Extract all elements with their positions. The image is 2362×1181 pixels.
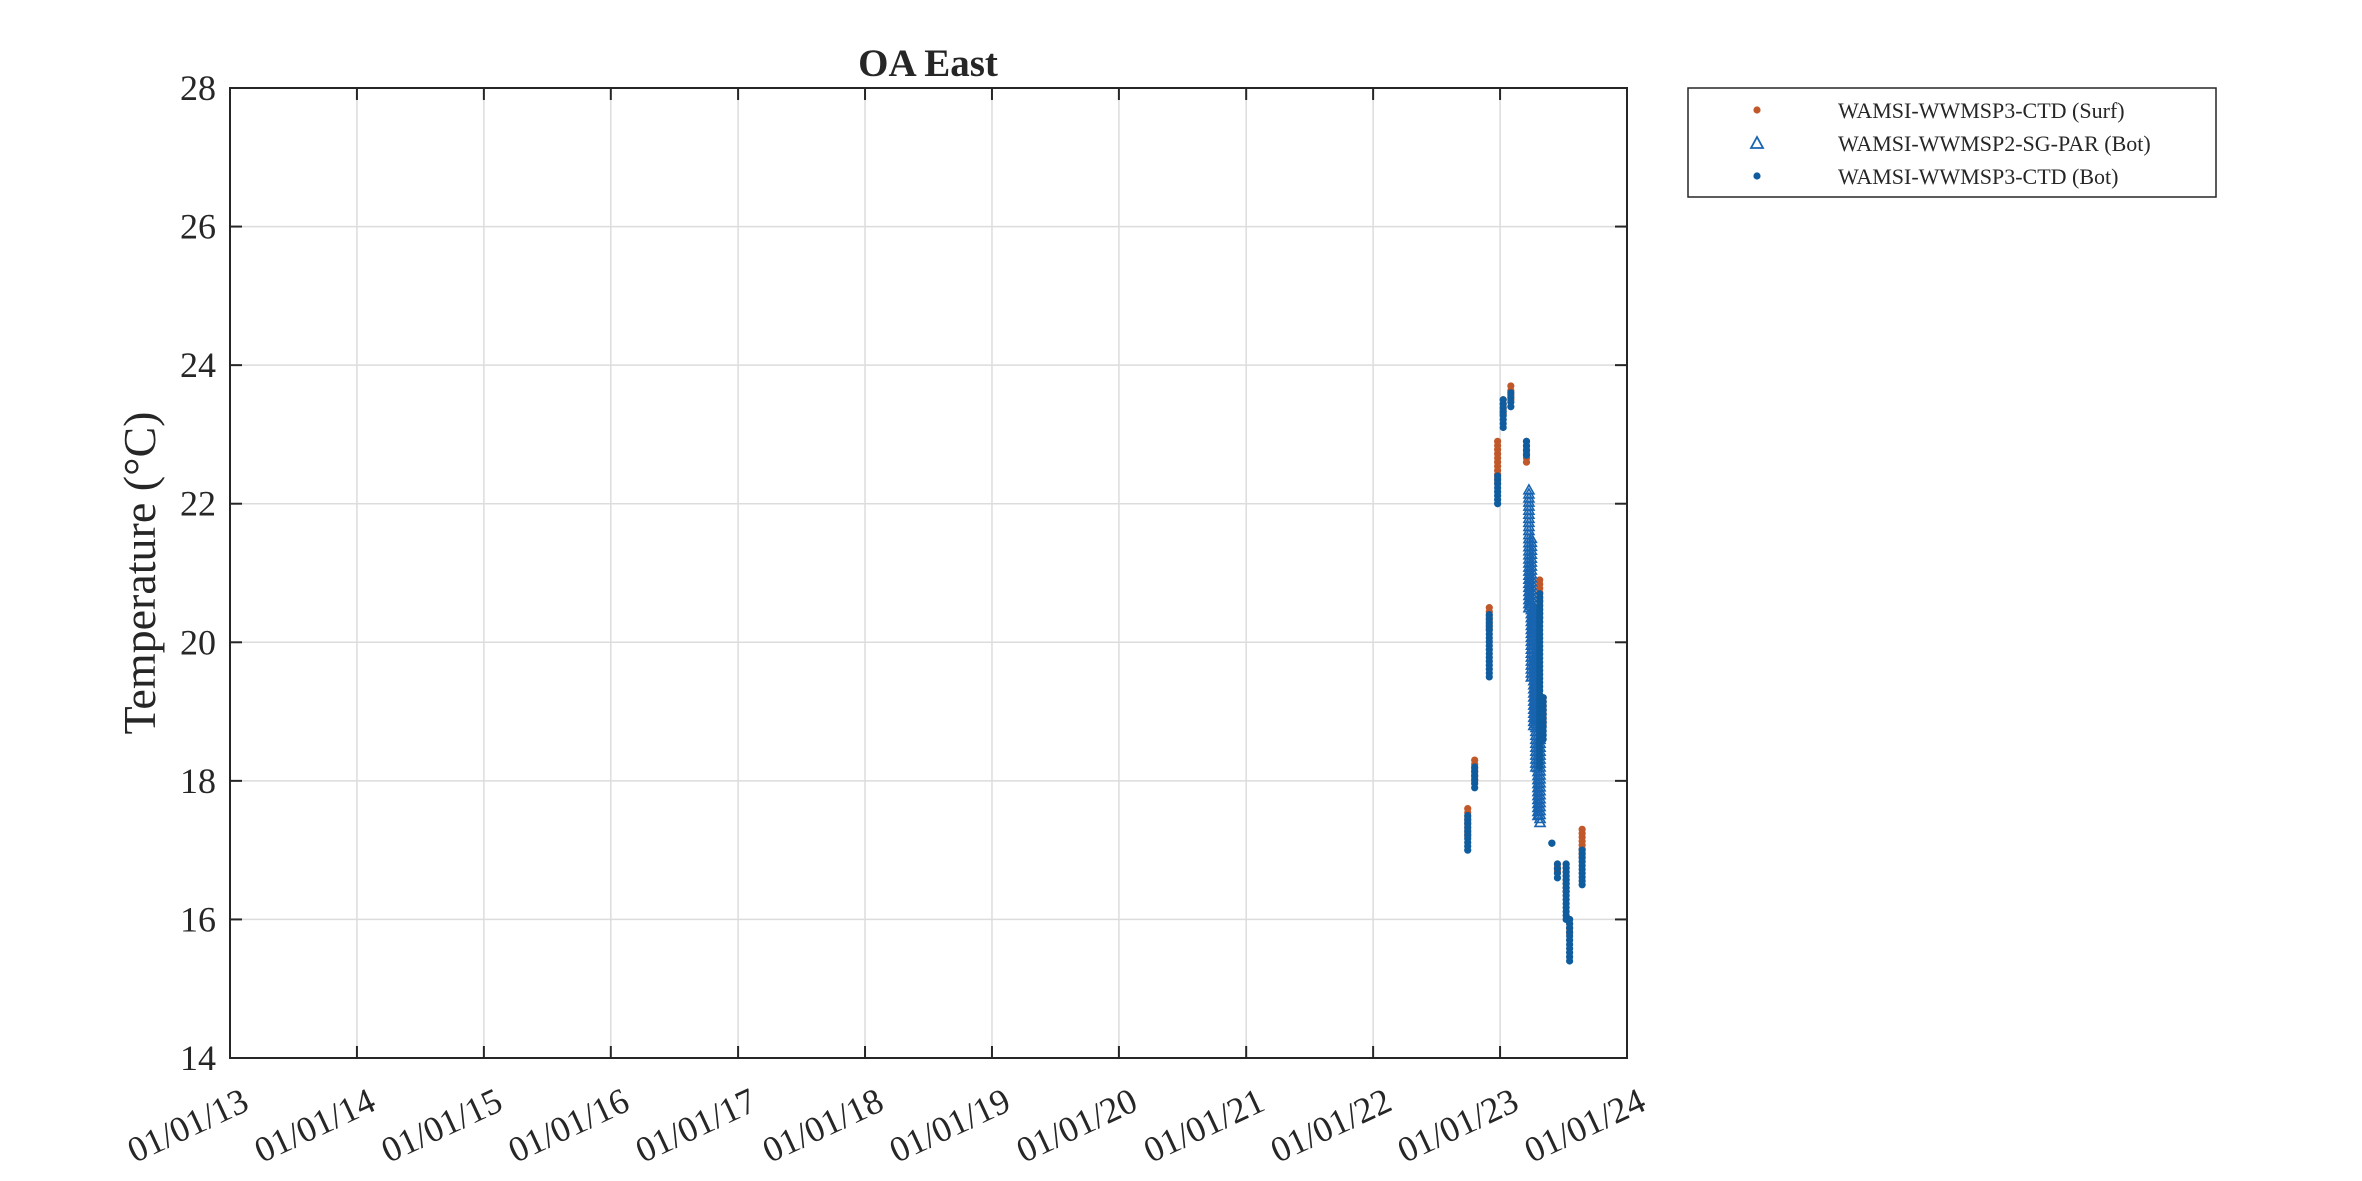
data-point	[1533, 815, 1547, 828]
y-tick-label: 18	[180, 761, 216, 801]
legend-marker	[1753, 172, 1761, 180]
x-tick-label: 01/01/13	[121, 1080, 254, 1170]
x-tick-label: 01/01/17	[629, 1080, 762, 1170]
x-tick-label: 01/01/23	[1391, 1080, 1524, 1170]
x-tick-label: 01/01/18	[756, 1080, 889, 1170]
legend-marker	[1753, 106, 1761, 114]
data-point	[1522, 458, 1531, 466]
y-tick-label: 22	[180, 484, 216, 524]
data-point	[1471, 784, 1479, 792]
series-group	[1522, 483, 1547, 828]
data-point	[1499, 423, 1507, 432]
data-point	[1536, 763, 1544, 771]
x-tick-label: 01/01/16	[502, 1080, 635, 1170]
x-tick-label: 01/01/19	[883, 1080, 1016, 1170]
chart-title: OA East	[858, 42, 998, 85]
data-point	[1553, 874, 1562, 882]
y-tick-label: 20	[180, 622, 216, 662]
y-tick-label: 16	[180, 899, 216, 939]
y-tick-label: 26	[180, 207, 216, 247]
legend: WAMSI-WWMSP3-CTD (Surf) WAMSI-WWMSP2-SG-P…	[1687, 87, 2217, 198]
data-point	[1507, 403, 1515, 411]
y-tick-label: 24	[180, 345, 216, 385]
data-point	[1566, 957, 1574, 965]
legend-marker	[1749, 135, 1765, 149]
x-tick-label: 01/01/22	[1264, 1080, 1397, 1170]
y-tick-label: 28	[180, 68, 216, 108]
x-tick-label: 01/01/24	[1518, 1080, 1651, 1170]
x-tick-label: 01/01/20	[1010, 1080, 1143, 1170]
y-axis-label: Temperature (°C)	[114, 412, 165, 735]
legend-label: WAMSI-WWMSP2-SG-PAR (Bot)	[1838, 131, 2151, 156]
x-tick-labels: 01/01/1301/01/1401/01/1501/01/1601/01/17…	[121, 1080, 1651, 1170]
series-group	[1464, 382, 1586, 937]
x-tick-label: 01/01/21	[1137, 1080, 1270, 1170]
series-group	[1464, 389, 1586, 965]
axes-frame	[229, 87, 1628, 1059]
y-tick-label: 14	[180, 1038, 216, 1078]
data-point	[1539, 735, 1547, 743]
data-point	[1522, 451, 1531, 459]
data-point	[1578, 881, 1586, 889]
data-point	[1485, 673, 1493, 681]
y-tick-labels: 14 16 18 20 22 24 26 28	[180, 68, 216, 1078]
data-point	[1464, 846, 1472, 854]
data-points	[1464, 382, 1586, 965]
data-point	[1533, 811, 1547, 824]
legend-frame	[1687, 87, 2217, 198]
x-tick-label: 01/01/14	[248, 1080, 381, 1170]
data-point	[1548, 839, 1556, 847]
gridlines	[230, 88, 1627, 1058]
x-tick-label: 01/01/15	[375, 1080, 508, 1170]
axis-ticks	[229, 87, 1628, 1059]
data-point	[1494, 500, 1502, 508]
legend-label: WAMSI-WWMSP3-CTD (Surf)	[1838, 98, 2125, 123]
legend-label: WAMSI-WWMSP3-CTD (Bot)	[1838, 164, 2119, 189]
